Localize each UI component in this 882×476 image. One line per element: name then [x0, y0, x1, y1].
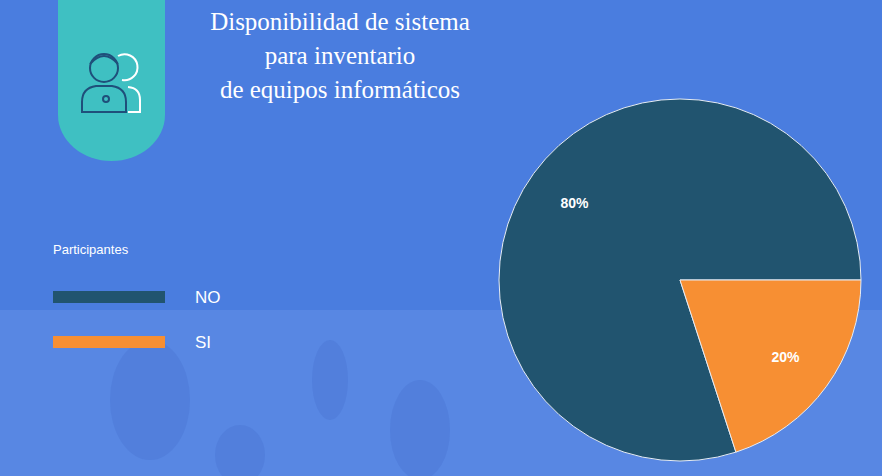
pie [499, 99, 861, 461]
title: Disponibilidad de sistema para inventario… [210, 8, 470, 103]
legend-swatch [53, 291, 165, 303]
icon-tab [58, 0, 165, 161]
title-line: de equipos informáticos [220, 76, 460, 103]
data-label: 20% [771, 349, 800, 365]
legend-label: NO [195, 288, 221, 307]
legend-swatch [53, 336, 165, 348]
legend-label: SI [195, 333, 211, 352]
title-line: Disponibilidad de sistema [210, 8, 470, 35]
chart: Disponibilidad de sistema para inventario… [0, 0, 882, 476]
background-figure [110, 340, 190, 460]
person-icon-back [118, 54, 140, 112]
background-figure [215, 425, 265, 476]
data-label: 80% [561, 195, 590, 211]
pie-slice [680, 280, 861, 452]
title-line: para inventario [265, 42, 416, 69]
legend-title: Participantes [53, 242, 129, 257]
pie-slice [499, 99, 861, 461]
background-figure [312, 340, 348, 420]
background-figure [390, 380, 450, 476]
person-icon [82, 54, 126, 112]
